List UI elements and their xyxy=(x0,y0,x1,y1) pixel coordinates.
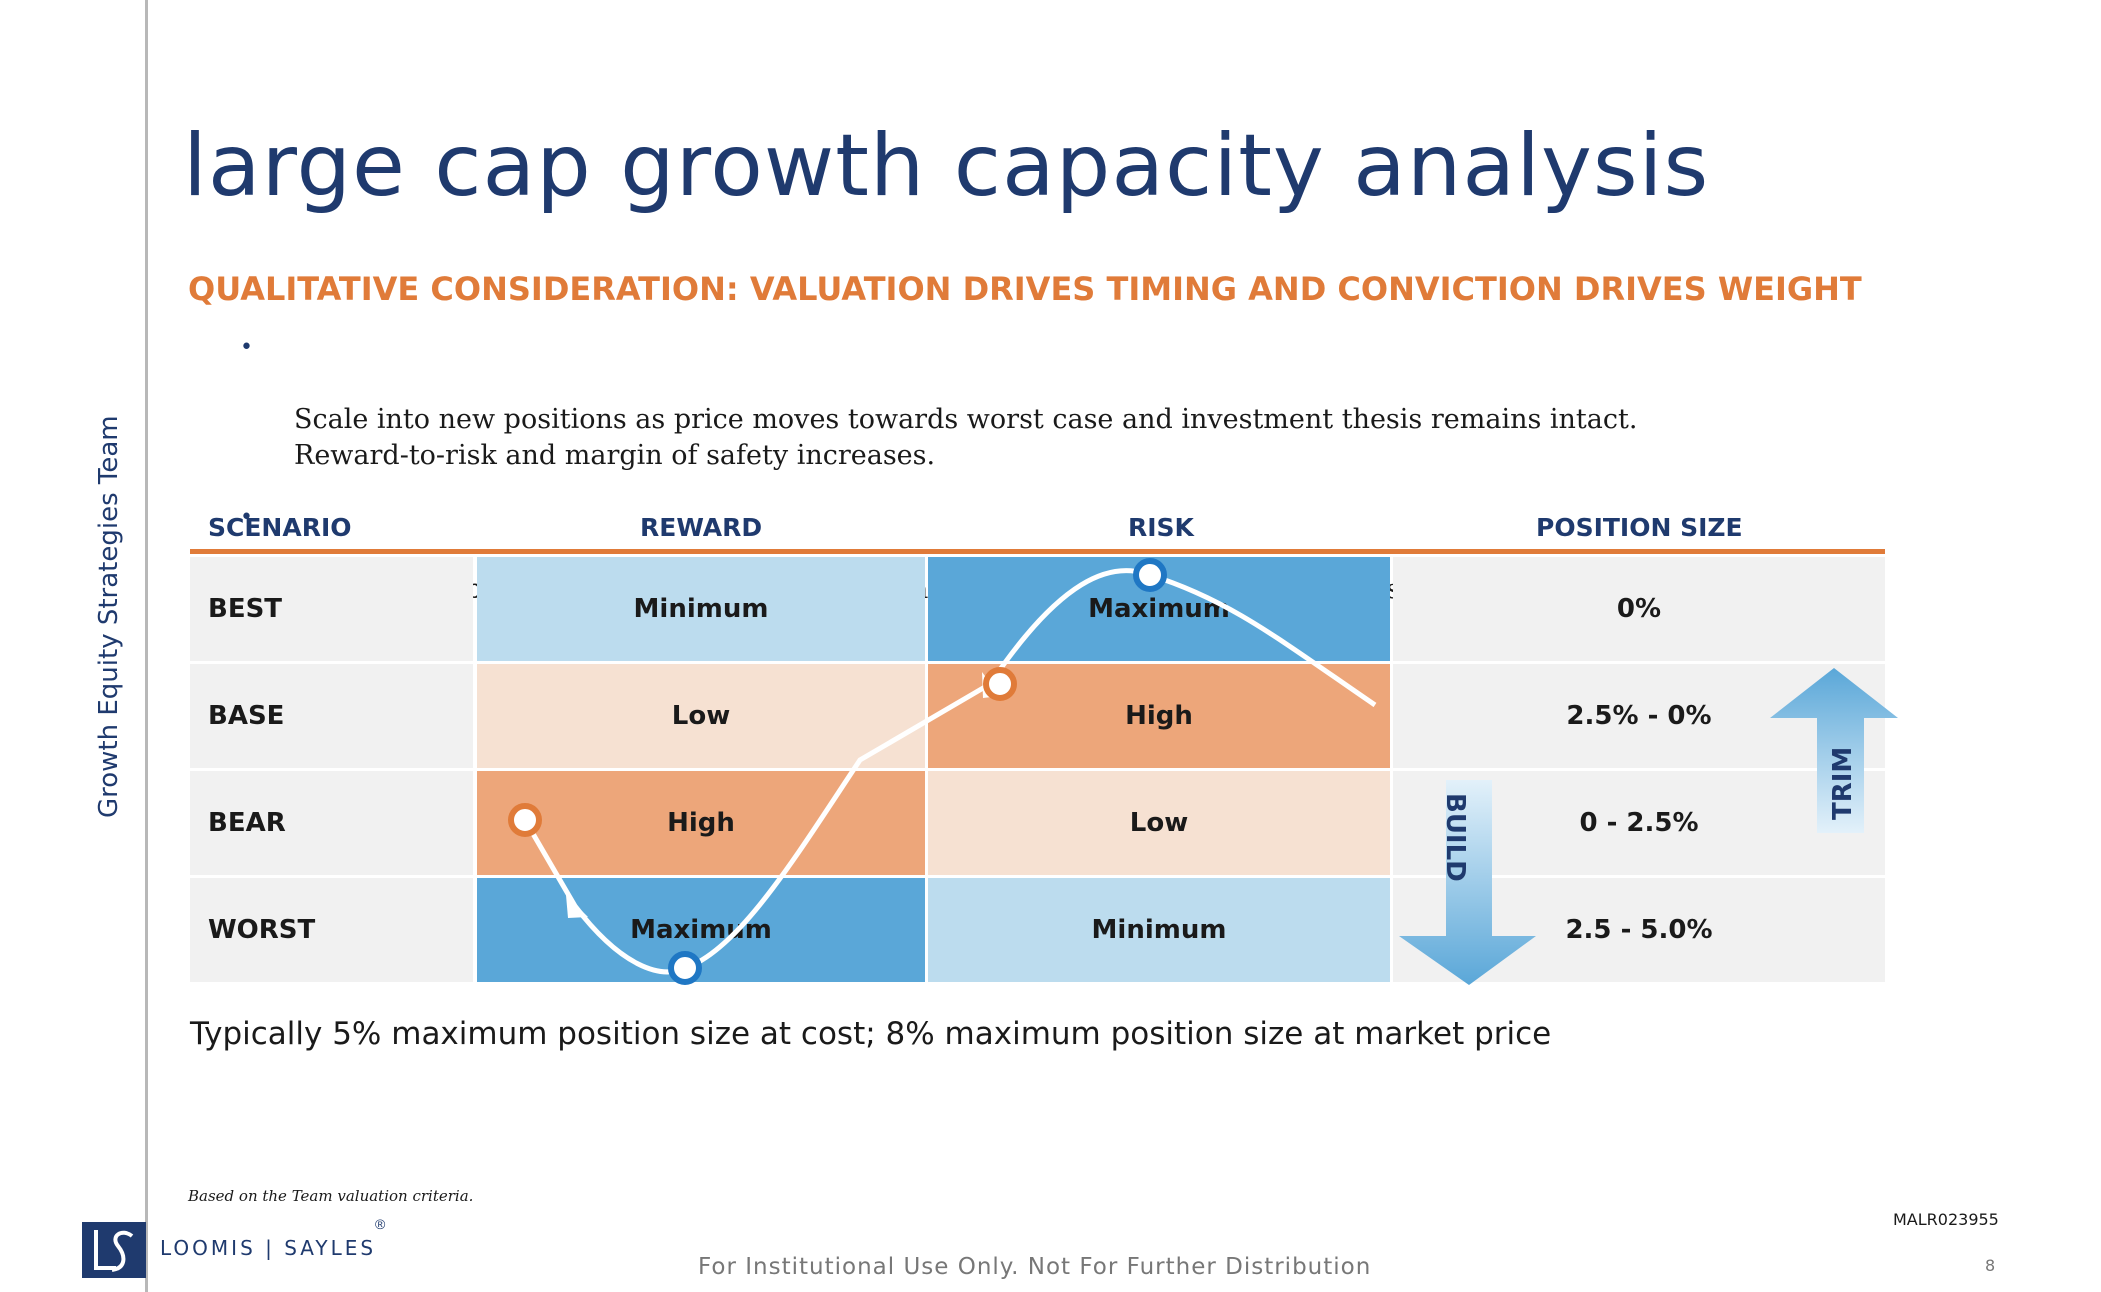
cell-reward: Low xyxy=(477,664,925,768)
curve-point-base xyxy=(983,667,1017,701)
document-code: MALR023955 xyxy=(1893,1210,1999,1229)
cell-reward: Minimum xyxy=(477,557,925,661)
registered-mark: ® xyxy=(375,1216,386,1232)
logo-wordmark: LOOMIS | SAYLES xyxy=(160,1236,377,1260)
page-title: large cap growth capacity analysis xyxy=(183,116,1710,216)
bullet-marker: • xyxy=(240,505,253,530)
header-reward: REWARD xyxy=(640,513,763,542)
closing-note: Typically 5% maximum position size at co… xyxy=(190,1016,1552,1052)
cell-position: 0% xyxy=(1393,557,1885,661)
table-header: SCENARIO REWARD RISK POSITION SIZE xyxy=(190,505,1885,554)
page-number: 8 xyxy=(1985,1256,1996,1275)
bullet-text: Scale into new positions as price moves … xyxy=(294,404,1638,471)
curve-point-best xyxy=(1133,558,1167,592)
cell-scenario: BEST xyxy=(190,557,473,661)
footnote: Based on the Team valuation criteria. xyxy=(188,1187,474,1205)
sidebar-rule xyxy=(145,0,148,1292)
build-arrow-label: BUILD xyxy=(1440,793,1470,882)
build-arrow-icon xyxy=(1399,780,1536,985)
cell-scenario: BEAR xyxy=(190,771,473,875)
loomis-sayles-logo-icon xyxy=(82,1222,146,1278)
cell-scenario: WORST xyxy=(190,878,473,982)
header-risk: RISK xyxy=(1128,513,1194,542)
bullet-item: • Scale into new positions as price move… xyxy=(240,330,1840,474)
scenario-table: SCENARIO REWARD RISK POSITION SIZE BEST … xyxy=(190,505,1885,982)
distribution-notice: For Institutional Use Only. Not For Furt… xyxy=(698,1254,1372,1280)
table-row: BASE Low High 2.5% - 0% xyxy=(190,664,1885,768)
trim-arrow-label: TRIM xyxy=(1828,747,1858,820)
curve-arrowhead xyxy=(566,895,588,918)
cell-scenario: BASE xyxy=(190,664,473,768)
table-row: BEST Minimum Maximum 0% xyxy=(190,557,1885,661)
table-row: WORST Maximum Minimum 2.5 - 5.0% xyxy=(190,878,1885,982)
section-subtitle: QUALITATIVE CONSIDERATION: VALUATION DRI… xyxy=(188,270,1862,308)
valuation-curve xyxy=(522,568,1377,975)
curve-point-worst xyxy=(668,951,702,985)
curve-point-bear xyxy=(508,803,542,837)
header-scenario: SCENARIO xyxy=(208,513,352,542)
cell-reward: High xyxy=(477,771,925,875)
cell-risk: Low xyxy=(928,771,1390,875)
cell-risk: Minimum xyxy=(928,878,1390,982)
bullet-marker: • xyxy=(240,335,253,360)
header-position-size: POSITION SIZE xyxy=(1536,513,1743,542)
trim-arrow-icon xyxy=(1770,668,1898,833)
